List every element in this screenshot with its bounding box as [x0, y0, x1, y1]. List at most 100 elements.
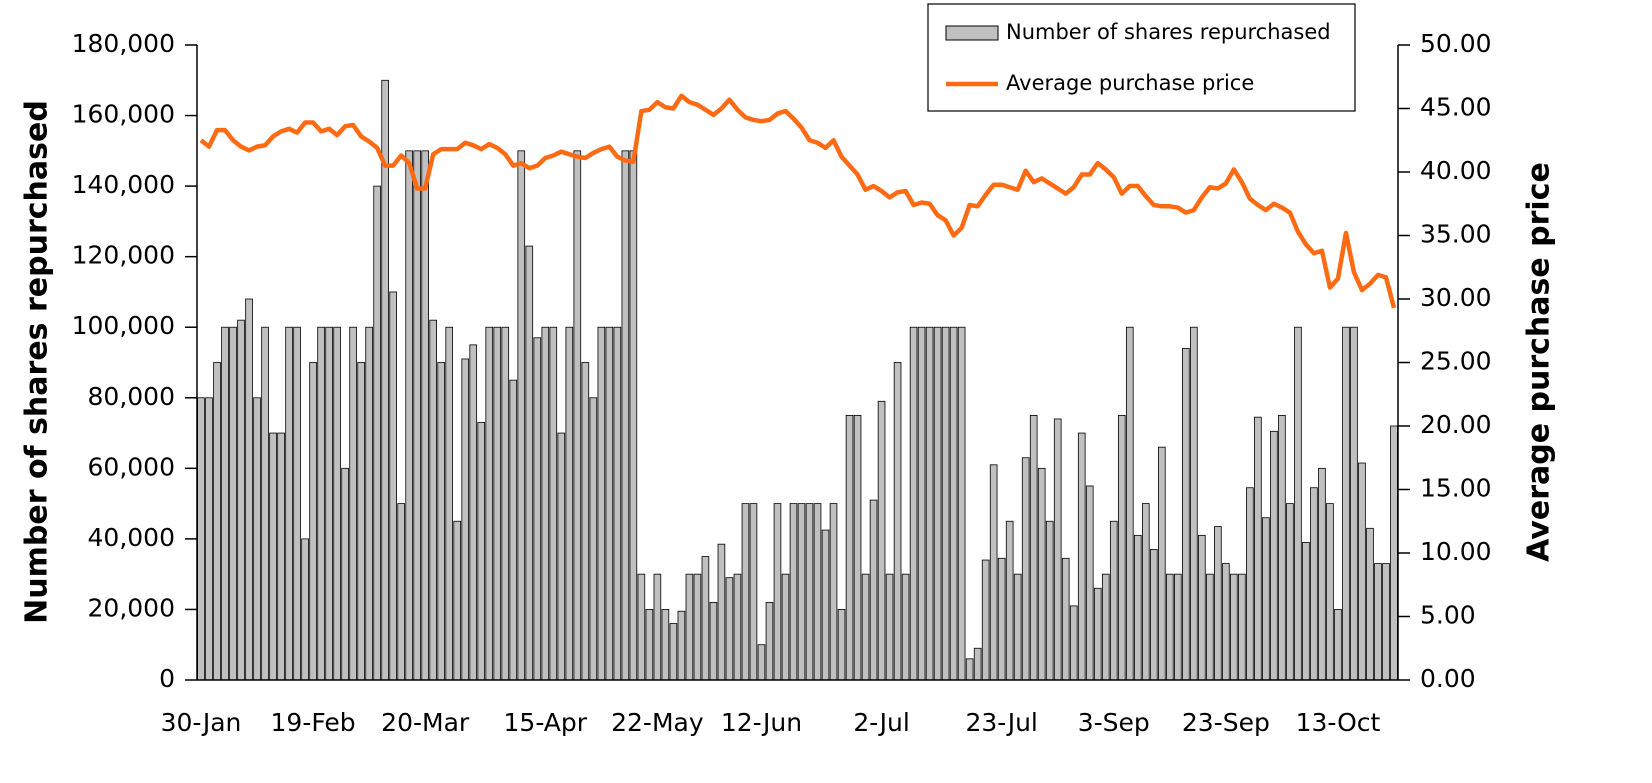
bar — [429, 319, 438, 681]
bar — [1005, 520, 1014, 681]
bar — [573, 150, 582, 681]
bar — [661, 609, 670, 681]
bar — [669, 623, 678, 681]
bar — [1021, 457, 1030, 681]
bar — [365, 326, 373, 681]
bar — [629, 150, 638, 681]
bar — [1069, 605, 1078, 681]
y2-tick-label: 20.00 — [1420, 410, 1492, 439]
bar — [845, 415, 854, 681]
y-tick-label: 100,000 — [72, 311, 175, 340]
bar — [1085, 485, 1094, 681]
bar — [1166, 573, 1174, 681]
x-tick-label: 30-Jan — [161, 708, 242, 737]
bar — [1029, 415, 1038, 681]
bar — [501, 326, 510, 681]
bar — [1326, 503, 1334, 681]
bar — [421, 150, 429, 681]
bar — [1310, 487, 1318, 681]
bar — [885, 573, 894, 681]
bar — [517, 150, 526, 681]
bar — [797, 503, 806, 681]
y-tick-label: 0 — [159, 664, 175, 693]
bar — [677, 610, 686, 681]
bar — [1077, 432, 1086, 681]
bar — [533, 337, 542, 681]
bar — [893, 362, 902, 681]
bar — [949, 326, 958, 681]
bar — [269, 432, 277, 681]
bar — [197, 397, 205, 681]
bar — [397, 503, 405, 681]
bar — [605, 326, 614, 681]
bar — [725, 577, 734, 681]
legend-box — [927, 3, 1356, 112]
bar — [1101, 573, 1110, 681]
bar — [829, 503, 838, 681]
y-tick-label: 40,000 — [88, 523, 175, 552]
bar — [229, 326, 237, 681]
bar — [645, 609, 654, 681]
bar — [581, 362, 590, 681]
bar — [1350, 326, 1358, 681]
bar — [1117, 415, 1126, 681]
bar — [1294, 326, 1302, 681]
bar — [477, 422, 486, 681]
bar — [989, 464, 998, 681]
bar — [1222, 563, 1230, 681]
bar — [1366, 527, 1374, 681]
bar — [1374, 563, 1382, 681]
bar — [1230, 573, 1238, 681]
bar — [1382, 563, 1390, 681]
bar — [789, 503, 798, 681]
y-tick-label: 80,000 — [88, 382, 175, 411]
bar — [389, 291, 397, 681]
x-tick-label: 22-May — [611, 708, 704, 737]
bar — [877, 400, 886, 681]
bar — [717, 543, 726, 681]
bar — [853, 415, 862, 681]
bar — [1358, 462, 1366, 681]
bar — [917, 326, 926, 681]
bar — [1206, 573, 1214, 681]
bar — [701, 556, 710, 681]
bar — [1045, 520, 1054, 681]
y-tick-label: 140,000 — [72, 170, 175, 199]
bar — [813, 503, 822, 681]
y2-axis-title: Average purchase price — [1522, 162, 1557, 562]
bar — [293, 326, 301, 681]
bar — [1093, 587, 1102, 681]
bar — [565, 326, 574, 681]
x-tick-label: 23-Jul — [965, 708, 1037, 737]
bar — [1302, 542, 1310, 681]
y-tick-label: 120,000 — [72, 241, 175, 270]
bar — [253, 397, 261, 681]
x-tick-label: 23-Sep — [1182, 708, 1270, 737]
bar — [709, 601, 718, 681]
x-tick-label: 13-Oct — [1296, 708, 1381, 737]
bar — [1133, 534, 1142, 681]
bar — [1182, 347, 1190, 681]
x-tick-label: 20-Mar — [381, 708, 470, 737]
bar — [205, 397, 213, 681]
bar — [621, 150, 630, 681]
bar — [245, 298, 253, 681]
bar — [613, 326, 622, 681]
bar — [1141, 503, 1150, 681]
y2-tick-label: 35.00 — [1420, 220, 1492, 249]
y2-tick-label: 25.00 — [1420, 347, 1492, 376]
bar — [357, 362, 365, 681]
bar — [589, 397, 598, 681]
bar — [413, 150, 421, 681]
bar — [637, 573, 646, 681]
bar — [469, 344, 478, 681]
bar — [685, 573, 694, 681]
x-tick-label: 12-Jun — [721, 708, 802, 737]
y2-tick-label: 50.00 — [1420, 29, 1492, 58]
bar — [221, 326, 229, 681]
bar — [1334, 609, 1342, 681]
price-line — [199, 93, 1397, 309]
bar — [541, 326, 550, 681]
bar — [381, 79, 389, 681]
bar — [749, 503, 758, 681]
